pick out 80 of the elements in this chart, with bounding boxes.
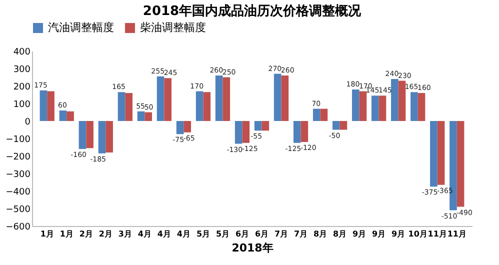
x-tick-label: 1月 bbox=[60, 230, 74, 238]
bar bbox=[410, 92, 418, 121]
bar bbox=[340, 121, 348, 130]
legend-label: 柴油调整幅度 bbox=[140, 21, 206, 34]
x-tick-label: 6月 bbox=[254, 230, 269, 238]
bar bbox=[300, 121, 308, 142]
bar bbox=[176, 121, 184, 134]
x-tick-label: 9月 bbox=[352, 230, 366, 238]
bar bbox=[262, 121, 270, 131]
bar bbox=[137, 111, 145, 121]
bar bbox=[254, 121, 262, 131]
bar bbox=[418, 93, 426, 121]
y-tick-label: −400 bbox=[6, 188, 31, 198]
chart-title: 2018年国内成品油历次价格调整概况 bbox=[142, 4, 362, 19]
bar bbox=[78, 121, 86, 149]
bar bbox=[40, 90, 48, 121]
bar bbox=[164, 78, 172, 121]
bar bbox=[86, 121, 94, 148]
bar bbox=[215, 76, 223, 121]
bar bbox=[274, 74, 282, 121]
bar bbox=[234, 121, 242, 144]
x-tick-label: 1月 bbox=[40, 230, 54, 238]
bar bbox=[456, 121, 464, 207]
bar bbox=[98, 121, 106, 154]
bar bbox=[391, 79, 398, 121]
y-tick-label: −300 bbox=[6, 170, 31, 180]
x-tick-label: 11月 bbox=[428, 230, 447, 238]
bar bbox=[437, 121, 445, 185]
bar bbox=[332, 121, 340, 130]
legend-label: 汽油调整幅度 bbox=[48, 21, 114, 34]
y-tick-label: −100 bbox=[6, 135, 31, 145]
bar bbox=[312, 108, 320, 121]
bar bbox=[359, 91, 367, 121]
x-tick-label: 10月 bbox=[408, 230, 428, 238]
x-tick-label: 8月 bbox=[333, 230, 347, 238]
y-tick-label: 100 bbox=[13, 100, 31, 110]
bar bbox=[372, 96, 379, 121]
x-tick-label: 4月 bbox=[157, 230, 171, 238]
x-tick-label: 5月 bbox=[216, 230, 230, 238]
bar bbox=[242, 121, 250, 143]
y-tick-label: −200 bbox=[6, 152, 31, 162]
bar bbox=[430, 121, 438, 187]
bar bbox=[398, 80, 406, 121]
bar bbox=[320, 108, 328, 121]
bar bbox=[106, 121, 113, 152]
bar bbox=[184, 121, 192, 132]
x-tick-label: 4月 bbox=[176, 230, 190, 238]
y-tick-label: 0 bbox=[24, 118, 31, 128]
x-tick-label: 7月 bbox=[294, 230, 308, 238]
x-tick-label: 3月 bbox=[118, 230, 132, 238]
bar bbox=[203, 92, 211, 121]
bar bbox=[47, 91, 54, 121]
y-tick-label: 400 bbox=[13, 48, 31, 58]
x-tick-label: 7月 bbox=[274, 230, 288, 238]
y-tick-label: 300 bbox=[13, 65, 31, 75]
y-tick-label: 200 bbox=[13, 82, 31, 92]
x-tick-label: 4月 bbox=[138, 230, 152, 238]
bar bbox=[156, 76, 164, 121]
bar bbox=[222, 77, 230, 121]
bar bbox=[59, 110, 67, 121]
x-tick-label: 2月 bbox=[98, 230, 112, 238]
bar bbox=[293, 121, 301, 143]
x-axis-title: 2018年 bbox=[232, 242, 274, 254]
y-tick-label: −500 bbox=[6, 205, 31, 215]
bar bbox=[144, 112, 152, 121]
y-tick-label: −600 bbox=[6, 222, 31, 232]
bar bbox=[125, 93, 132, 121]
x-tick-label: 11月 bbox=[447, 230, 466, 238]
x-tick-label: 6月 bbox=[235, 230, 250, 238]
bar bbox=[378, 96, 386, 121]
bar bbox=[281, 76, 289, 121]
x-tick-label: 8月 bbox=[314, 230, 328, 238]
x-tick-label: 2月 bbox=[79, 230, 93, 238]
bar bbox=[118, 92, 126, 121]
bar bbox=[66, 111, 74, 121]
x-tick-label: 5月 bbox=[196, 230, 210, 238]
x-tick-label: 9月 bbox=[372, 230, 386, 238]
bar bbox=[196, 91, 204, 121]
bar bbox=[352, 90, 360, 121]
x-tick-label: 9月 bbox=[392, 230, 406, 238]
